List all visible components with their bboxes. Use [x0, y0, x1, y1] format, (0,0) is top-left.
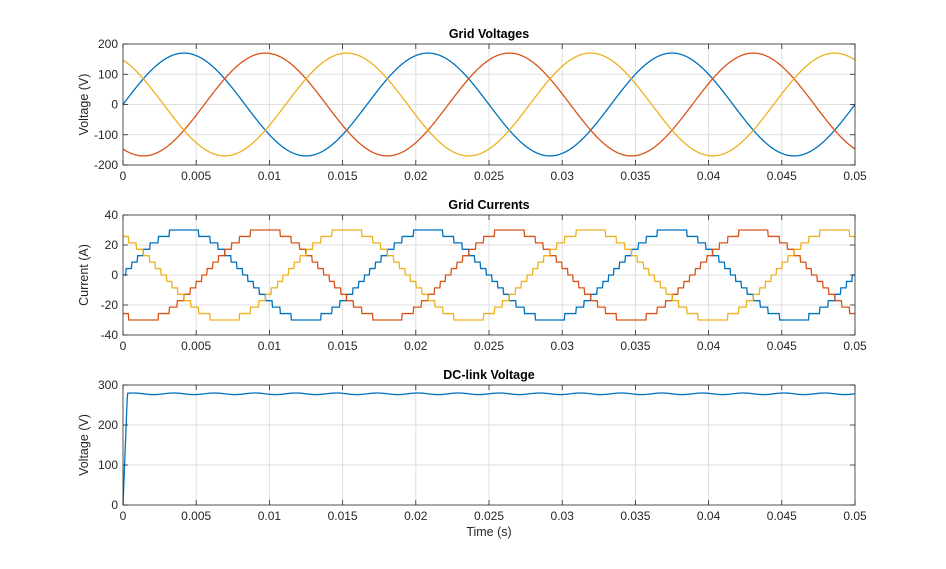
chart-2-title: DC-link Voltage	[443, 368, 534, 382]
panel-grid-currents: 0 0.005 0.01 0.015 0.02 0.025 0.03 0.035 0.04 0.0…	[77, 198, 867, 353]
chart-1-y-tick-label: 40	[105, 208, 119, 222]
chart-1-x-tick-label: 0.015	[328, 339, 358, 353]
chart-1-y-tick-label: 20	[105, 238, 119, 252]
chart-0-y-tick-label: 200	[98, 37, 118, 51]
chart-2-x-tick-label: 0.02	[404, 509, 428, 523]
chart-0-x-tick-label: 0.015	[328, 169, 358, 183]
chart-1-x-tick-label: 0.03	[551, 339, 575, 353]
chart-2-y-tick-label: 200	[98, 418, 118, 432]
chart-0-series-0-line	[123, 52, 855, 157]
chart-2-x-tick-label: 0.025	[474, 509, 504, 523]
chart-0-y-tick-label: 100	[98, 67, 118, 81]
chart-0-x-tick-label: 0.05	[843, 169, 867, 183]
chart-0-title: Grid Voltages	[449, 27, 529, 41]
chart-2-x-tick-label: 0.05	[843, 509, 867, 523]
chart-0-series-1-line	[123, 52, 855, 157]
chart-2-y-axis-label: Voltage (V)	[77, 414, 91, 476]
chart-2-x-tick-label: 0.03	[551, 509, 575, 523]
chart-1-x-tick-label: 0.025	[474, 339, 504, 353]
chart-2-x-tick-label: 0.015	[328, 509, 358, 523]
chart-1-title: Grid Currents	[448, 198, 529, 212]
chart-0-y-tick-label: -200	[94, 158, 118, 172]
chart-1-series-1-line	[123, 229, 855, 321]
chart-2-y-tick-label: 0	[111, 498, 118, 512]
chart-1-x-tick-label: 0	[120, 339, 127, 353]
chart-0-x-tick-label: 0.025	[474, 169, 504, 183]
chart-1-series-0-line	[123, 229, 855, 321]
panel-grid-voltages: 0 0.005 0.01 0.015 0.02 0.025 0.03 0.035 0.04 0.0…	[77, 27, 867, 183]
chart-0-x-tick-label: 0.03	[551, 169, 575, 183]
chart-2-x-tick-label: 0.04	[697, 509, 721, 523]
chart-1-y-tick-label: -40	[101, 328, 119, 342]
chart-2-x-axis-label: Time (s)	[466, 525, 511, 539]
chart-2-x-tick-label: 0	[120, 509, 127, 523]
chart-0-x-tick-label: 0.02	[404, 169, 428, 183]
chart-2-x-tick-label: 0.01	[258, 509, 282, 523]
chart-0-y-axis-label: Voltage (V)	[77, 74, 91, 136]
panel-dc-link-voltage: 0 0.005 0.01 0.015 0.02 0.025 0.03 0.035 0.04 0.0…	[77, 368, 867, 539]
chart-0-x-tick-label: 0.035	[620, 169, 650, 183]
chart-1-y-tick-label: 0	[111, 268, 118, 282]
chart-0-series-2-line	[123, 52, 855, 157]
chart-1-series-2-line	[123, 229, 855, 321]
chart-0-x-tick-label: 0.01	[258, 169, 282, 183]
chart-2-x-tick-label: 0.005	[181, 509, 211, 523]
chart-1-x-tick-label: 0.035	[620, 339, 650, 353]
chart-0-x-tick-label: 0.005	[181, 169, 211, 183]
chart-2-series-0-line	[123, 392, 855, 506]
chart-0-x-tick-label: 0.045	[767, 169, 797, 183]
chart-1-x-tick-label: 0.01	[258, 339, 282, 353]
chart-0-x-tick-label: 0.04	[697, 169, 721, 183]
chart-2-x-tick-label: 0.045	[767, 509, 797, 523]
chart-1-x-tick-label: 0.005	[181, 339, 211, 353]
chart-1-y-axis-label: Current (A)	[77, 244, 91, 306]
chart-1-x-tick-label: 0.02	[404, 339, 428, 353]
chart-1-y-tick-label: -20	[101, 298, 119, 312]
chart-1-x-tick-label: 0.04	[697, 339, 721, 353]
chart-0-x-tick-label: 0	[120, 169, 127, 183]
chart-2-y-tick-label: 300	[98, 378, 118, 392]
chart-2-y-tick-label: 100	[98, 458, 118, 472]
chart-1-x-tick-label: 0.045	[767, 339, 797, 353]
chart-2-x-tick-label: 0.035	[620, 509, 650, 523]
chart-0-y-tick-label: 0	[111, 98, 118, 112]
chart-0-y-tick-label: -100	[94, 128, 118, 142]
chart-1-x-tick-label: 0.05	[843, 339, 867, 353]
